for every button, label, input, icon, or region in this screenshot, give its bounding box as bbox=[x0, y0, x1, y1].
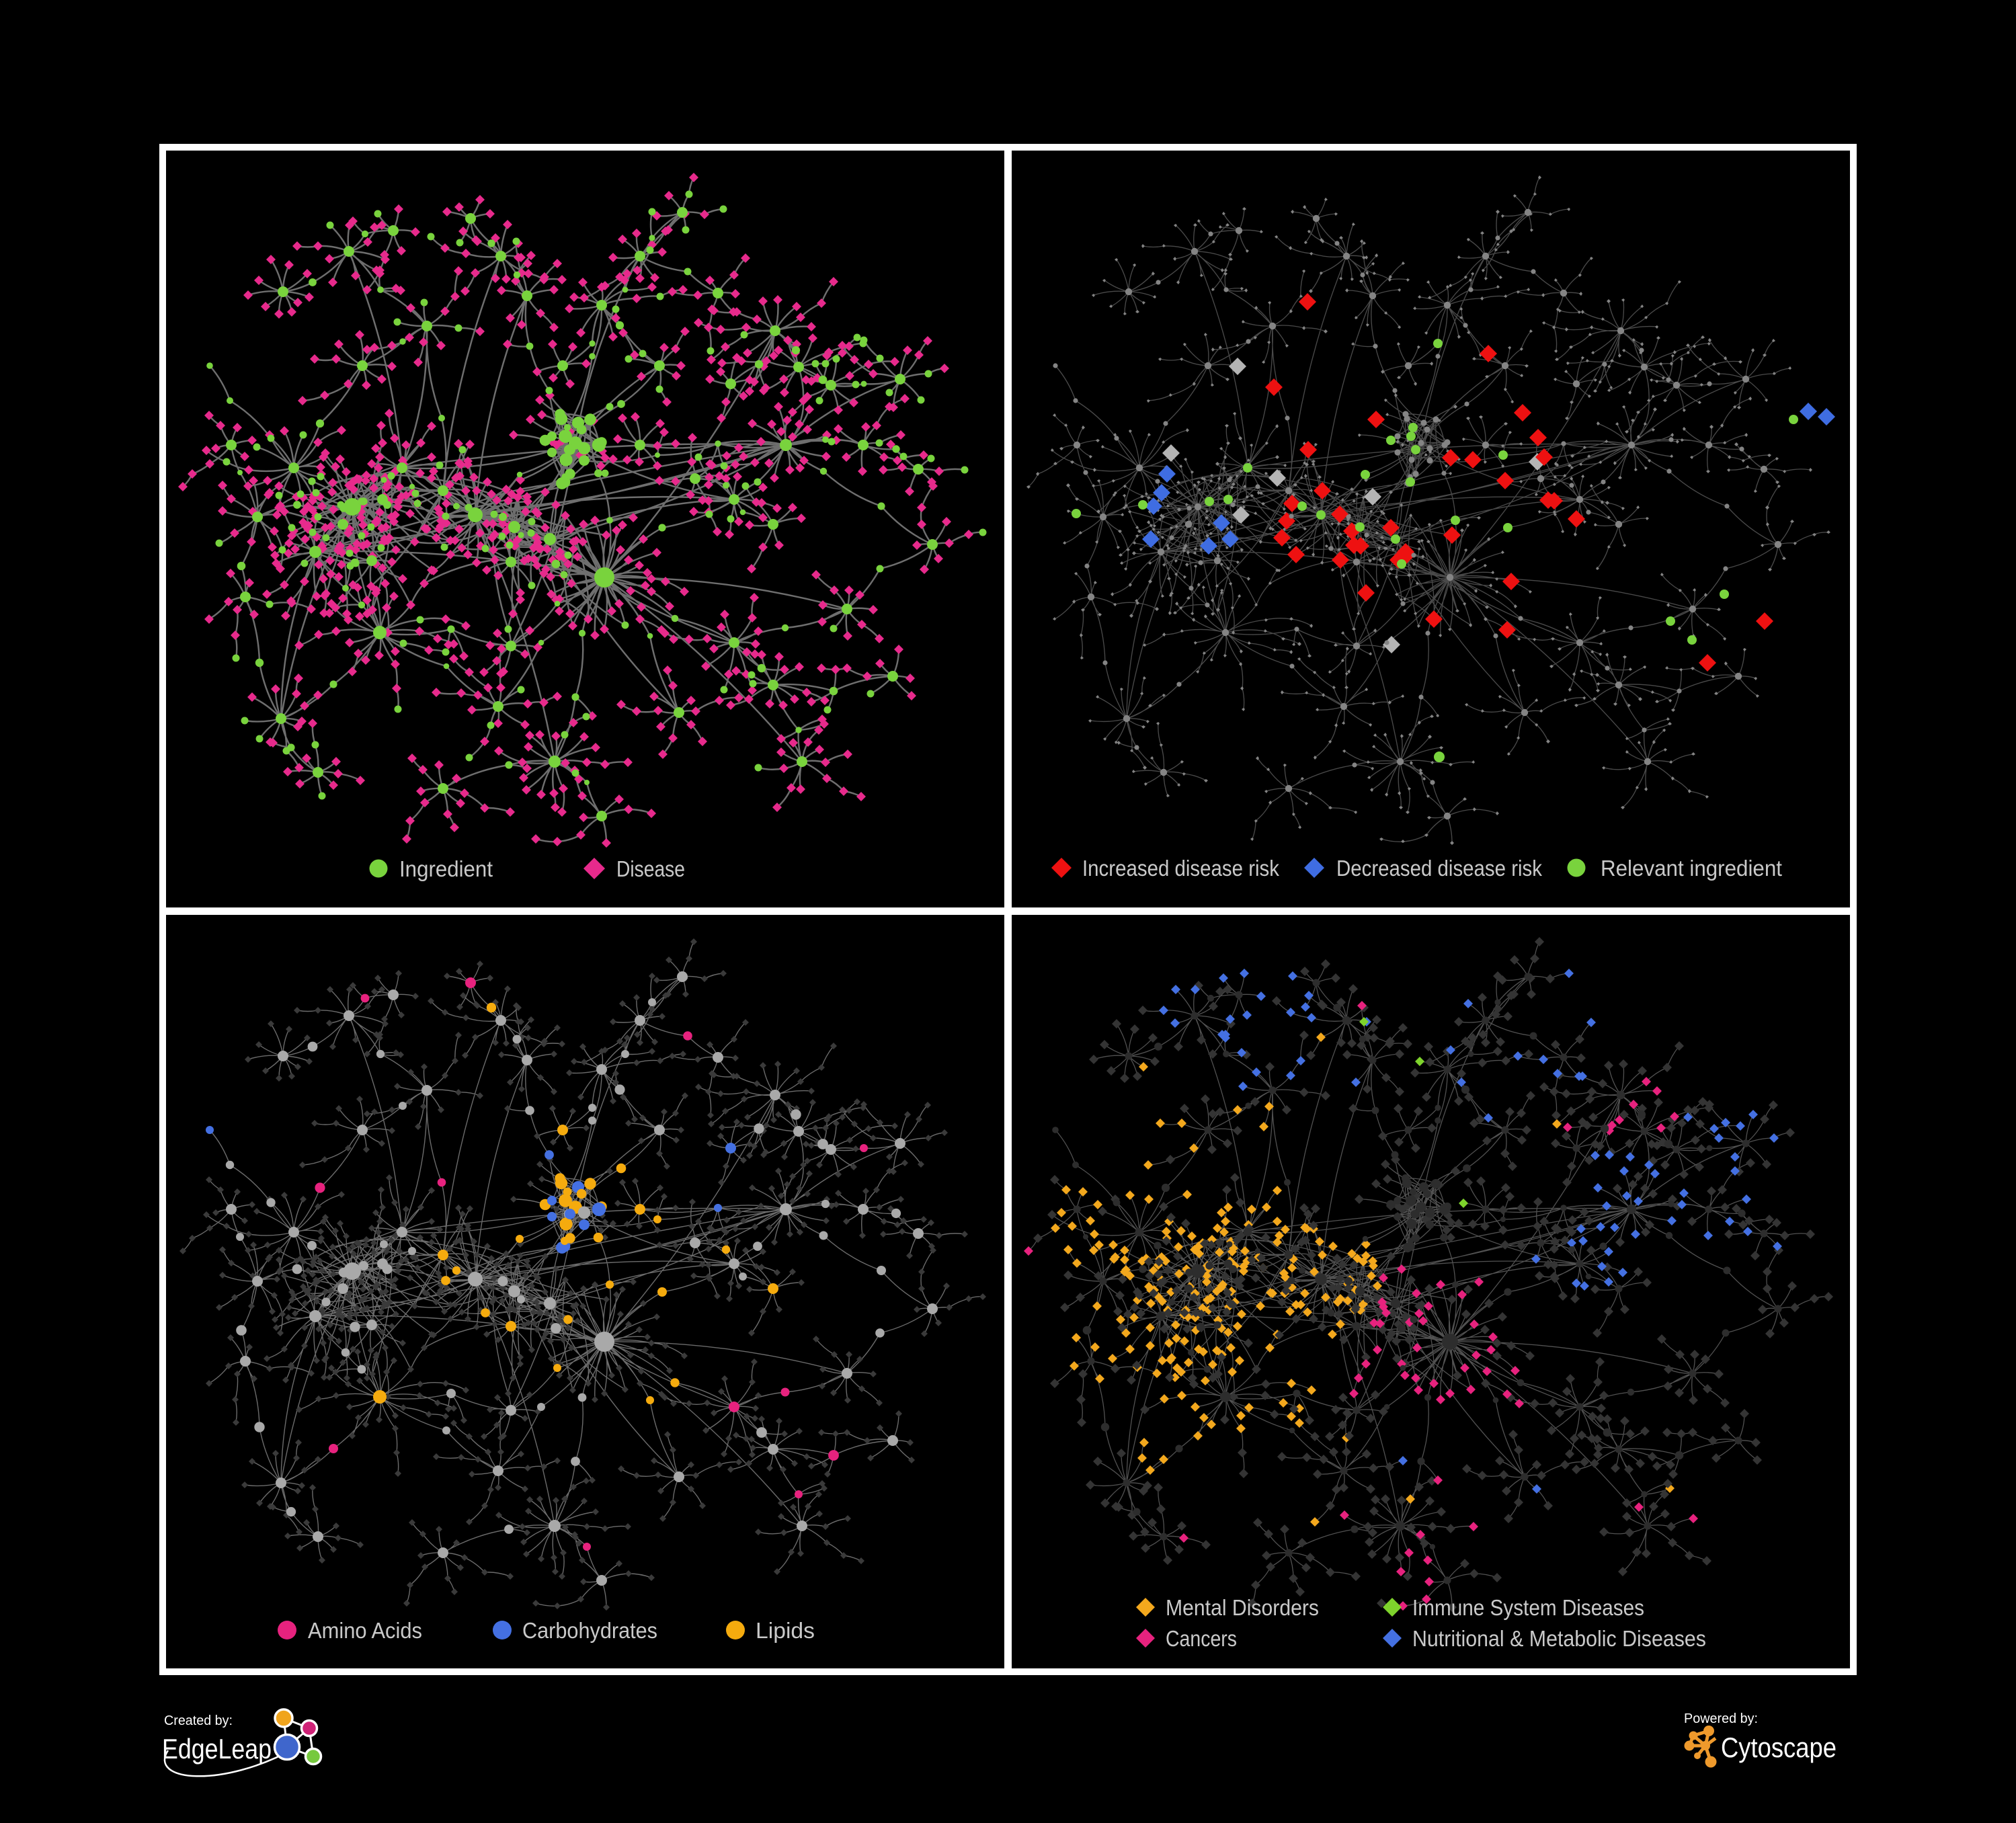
svg-text:Amino Acids: Amino Acids bbox=[308, 1618, 422, 1643]
svg-text:Powered by:: Powered by: bbox=[1684, 1711, 1758, 1726]
svg-text:Lipids: Lipids bbox=[756, 1618, 815, 1643]
svg-text:Relevant ingredient: Relevant ingredient bbox=[1601, 856, 1782, 881]
svg-text:Decreased disease risk: Decreased disease risk bbox=[1336, 856, 1542, 881]
svg-text:Mental Disorders: Mental Disorders bbox=[1166, 1595, 1319, 1620]
svg-text:Immune System Diseases: Immune System Diseases bbox=[1412, 1595, 1644, 1620]
svg-text:Ingredient: Ingredient bbox=[399, 856, 493, 881]
svg-text:Increased disease risk: Increased disease risk bbox=[1082, 856, 1279, 881]
svg-text:Created by:: Created by: bbox=[164, 1713, 233, 1728]
svg-text:Disease: Disease bbox=[616, 856, 685, 881]
svg-text:EdgeLeap: EdgeLeap bbox=[162, 1733, 272, 1765]
svg-text:Carbohydrates: Carbohydrates bbox=[522, 1618, 657, 1643]
svg-text:Cancers: Cancers bbox=[1166, 1626, 1237, 1651]
svg-text:Nutritional & Metabolic Diseas: Nutritional & Metabolic Diseases bbox=[1412, 1626, 1706, 1651]
svg-text:Cytoscape: Cytoscape bbox=[1721, 1732, 1837, 1763]
